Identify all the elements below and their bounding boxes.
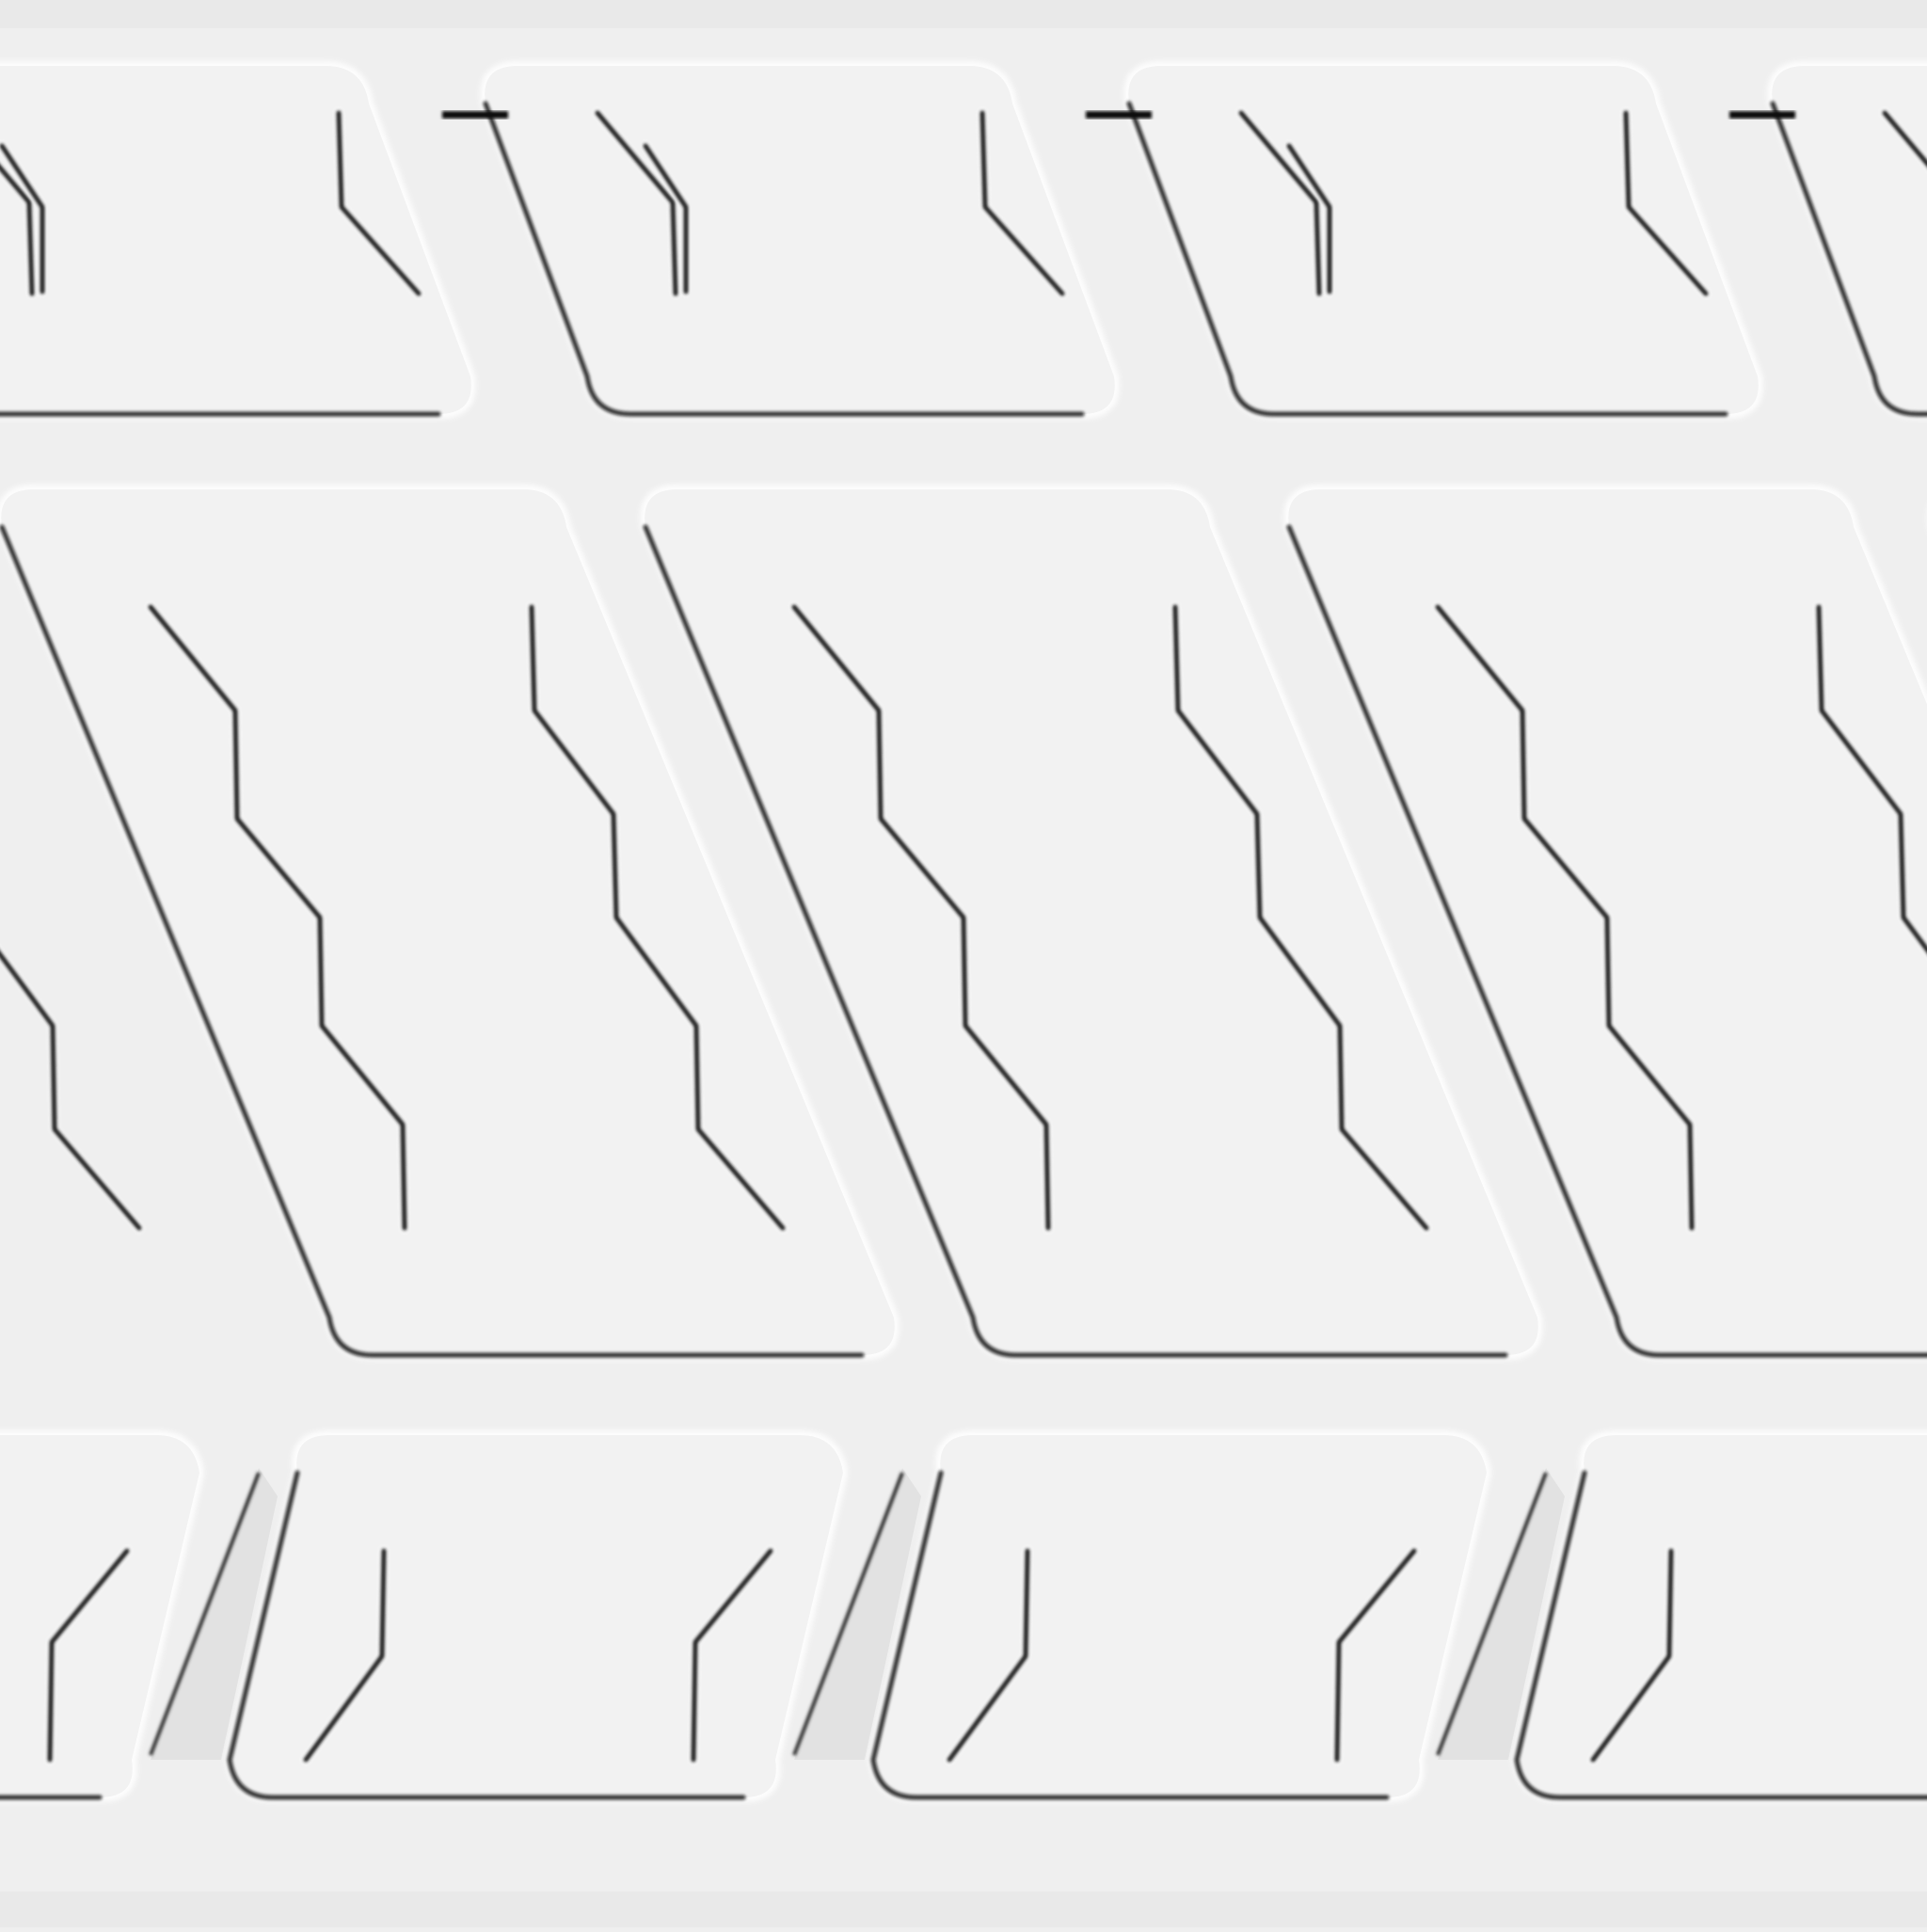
- top-cap-2: [1086, 111, 1152, 119]
- bottom-rim: [0, 1892, 1927, 1927]
- top-cap-1: [442, 111, 508, 119]
- top-rim: [0, 0, 1927, 28]
- top-cap-3: [1729, 111, 1795, 119]
